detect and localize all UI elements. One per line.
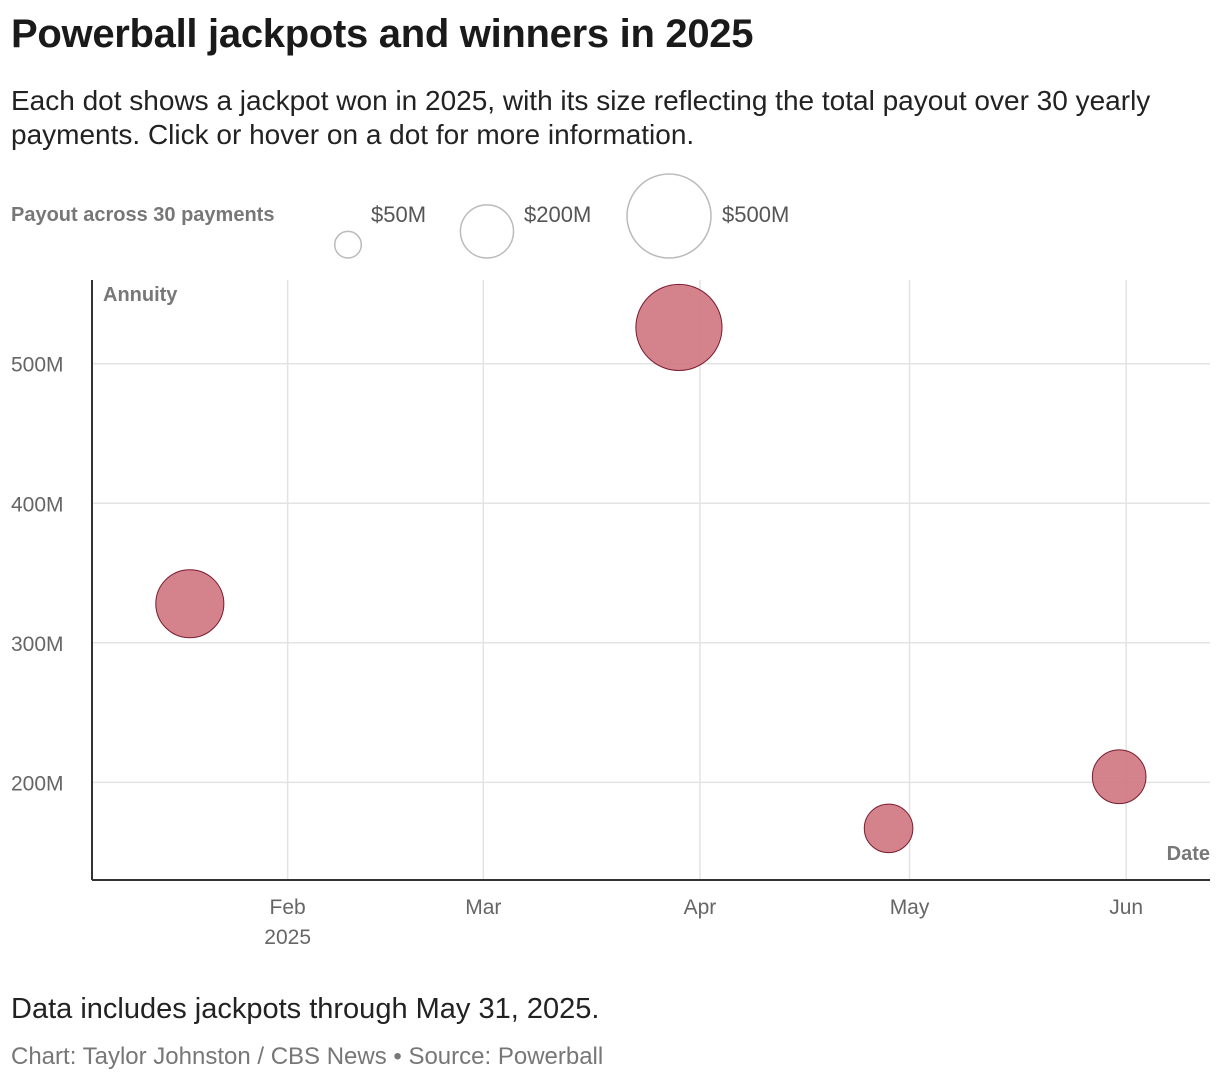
data-point-2 (863, 803, 914, 854)
x-tick-label-jun: Jun (1109, 896, 1143, 919)
y-tick-label-3: 500M (11, 354, 64, 377)
legend-circle-50m (333, 230, 363, 259)
x-tick-sublabel-0: 2025 (264, 926, 311, 949)
legend-label-50m: $50M (371, 202, 427, 227)
x-axis-title: Date (1167, 843, 1210, 865)
x-tick-label-may: May (890, 896, 930, 919)
legend-circles (333, 173, 712, 259)
legend-label-200m: $200M (524, 202, 592, 227)
bubble-chart: 200M 300M 400M 500M Feb 2025 Mar Apr May Jun Annui… (11, 280, 1210, 949)
y-tick-label-2: 400M (11, 493, 64, 516)
legend-circle-500m (626, 173, 712, 259)
data-point-3 (1091, 749, 1147, 805)
chart-title: Powerball jackpots and winners in 2025 (11, 12, 754, 56)
legend-title: Payout across 30 payments (11, 204, 275, 226)
y-axis-title: Annuity (103, 284, 178, 306)
x-tick-label-apr: Apr (684, 896, 717, 919)
legend-circle-200m (459, 204, 515, 259)
data-point-1 (635, 283, 723, 372)
y-tick-label-0: 200M (11, 772, 64, 795)
chart-subtitle: Each dot shows a jackpot won in 2025, wi… (11, 85, 1151, 150)
data-point-0 (155, 569, 225, 639)
chart-credit: Chart: Taylor Johnston / CBS News • Sour… (11, 1043, 604, 1070)
y-tick-label-1: 300M (11, 633, 64, 656)
legend-label-500m: $500M (722, 202, 790, 227)
size-legend: Payout across 30 payments $50M $200M $50… (11, 172, 1211, 262)
data-note: Data includes jackpots through May 31, 2… (11, 993, 600, 1025)
x-tick-label-mar: Mar (465, 896, 501, 919)
x-tick-label-feb: Feb (270, 896, 306, 919)
